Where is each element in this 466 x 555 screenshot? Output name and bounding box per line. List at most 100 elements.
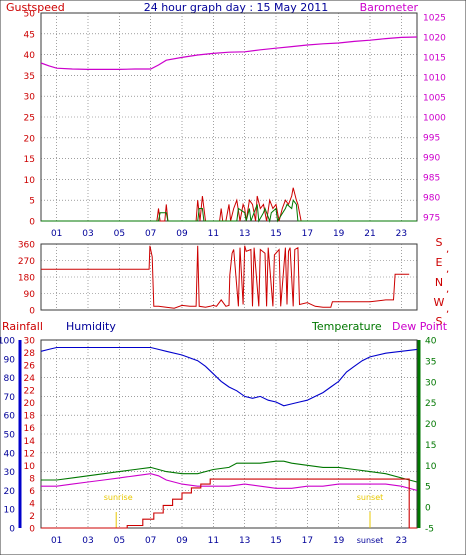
sun-markers: sunrise sunset [104,493,384,528]
barometer-tick-label-0: 975 [423,214,440,224]
humidity-tick-label-0: 0 [9,525,15,535]
humidity-temperature-x-axis: 01 03 05 07 09 11 13 15 17 19 sunset 23 [51,536,407,546]
rainfall-tick-label-9: 18 [24,412,36,422]
humidity-tick-label-5: 50 [4,431,16,441]
temperature-tick-label-3: 10 [425,462,437,472]
x-tick-label-9: 19 [333,229,345,239]
wind-direction-series [41,245,410,309]
temperature-tick-label-7: 30 [425,378,437,388]
x-tick-label-3: 07 [145,536,156,546]
x-tick-label-4: 09 [176,229,188,239]
x-tick-label-3: 07 [145,229,156,239]
barometer-tick-label-8: 1015 [423,54,446,64]
x-tick-label-7: 15 [270,536,281,546]
humidity-tick-label-3: 30 [4,468,16,478]
direction-degree-label-3: 270 [18,257,35,267]
compass-label-0: S [436,236,443,249]
gust-tick-label-2: 10 [24,176,36,186]
temperature-tick-label-4: 15 [425,441,436,451]
direction-degree-label-4: 360 [18,241,35,251]
dew-point-label: Dew Point [392,320,448,333]
humidity-tick-label-2: 20 [4,487,16,497]
series-wind-direction-line [41,245,410,309]
rainfall-tick-label-15: 30 [24,337,36,347]
barometer-tick-label-10: 1025 [423,14,446,24]
barometer-tick-label-2: 985 [423,174,440,184]
gustspeed-label: Gustspeed [6,1,65,14]
rainfall-tick-label-3: 6 [29,487,35,497]
sunset-label: sunset [357,493,384,502]
gust-tick-label-8: 40 [24,51,36,61]
rainfall-tick-label-1: 2 [29,512,35,522]
rainfall-tick-label-10: 20 [24,399,36,409]
graph-title: 24 hour graph day : 15 May 2011 [144,1,329,14]
rainfall-tick-label-14: 28 [24,349,36,359]
humidity-temperature-series [40,346,418,529]
rainfall-tick-label-13: 26 [24,362,36,372]
series-dew-point-line [41,473,418,491]
compass-label-2: N [435,276,443,289]
x-tick-label-2: 05 [114,536,125,546]
barometer-tick-label-3: 990 [423,154,440,164]
series-gust-line [41,187,417,222]
wind-pressure-series [40,36,418,223]
wind-pressure-x-axis: 01 03 05 07 09 11 13 15 17 19 21 23 [51,229,407,239]
temperature-tick-label-2: 5 [425,483,431,493]
gust-tick-label-1: 5 [29,197,35,207]
temperature-tick-label-9: 40 [425,337,437,347]
rainfall-tick-label-5: 10 [24,462,36,472]
rainfall-tick-label-11: 22 [24,387,35,397]
x-tick-label-11: 23 [396,536,407,546]
sunrise-label: sunrise [104,493,133,502]
x-tick-label-2: 05 [114,229,125,239]
x-tick-label-8: 17 [302,229,313,239]
humidity-axis: 0 10 20 30 40 50 60 70 80 90 100 [0,337,15,535]
compass-separator-0: , [446,244,449,255]
wind-direction-degree-axis: 0 90 180 270 360 [18,241,35,317]
x-tick-label-8: 17 [302,536,313,546]
barometer-tick-label-1: 980 [423,194,440,204]
x-tick-label-4: 09 [176,536,188,546]
x-tick-label-11: 23 [396,229,407,239]
x-tick-label-5: 11 [208,229,219,239]
temperature-tick-label-6: 25 [425,399,436,409]
gust-tick-label-9: 45 [24,30,35,40]
wind-direction-grid [41,244,417,310]
gust-tick-label-4: 20 [24,134,36,144]
x-tick-label-9: 19 [333,536,345,546]
rainfall-tick-label-12: 24 [24,374,36,384]
temperature-tick-label-5: 20 [425,420,437,430]
temperature-tick-label-0: -5 [425,525,434,535]
gust-tick-label-10: 50 [24,10,36,20]
rainfall-tick-label-8: 16 [24,424,36,434]
compass-label-4: S [436,315,443,328]
rainfall-tick-label-7: 14 [24,437,36,447]
temperature-tick-label-8: 35 [425,357,436,367]
humidity-label: Humidity [66,320,116,333]
x-tick-label-10: sunset [357,536,384,545]
temperature-label: Temperature [311,320,382,333]
humidity-tick-label-9: 90 [4,355,16,365]
x-tick-label-0: 01 [51,536,62,546]
compass-label-3: W [434,296,445,309]
x-tick-label-6: 13 [239,536,250,546]
gustspeed-axis: 0 5 10 15 20 25 30 35 40 45 50 [24,10,36,228]
x-tick-label-5: 11 [208,536,219,546]
series-humidity-line [40,346,418,407]
x-tick-label-7: 15 [270,229,281,239]
series-rainfall-line [41,478,417,529]
compass-label-1: E [436,256,443,269]
wind-direction-compass-axis: S,E,N,W,S [434,236,450,328]
barometer-tick-label-5: 1000 [423,114,446,124]
rainfall-label: Rainfall [2,320,43,333]
direction-degree-label-0: 0 [29,307,35,317]
x-tick-label-1: 03 [82,536,93,546]
humidity-tick-label-7: 70 [4,393,16,403]
barometer-tick-label-6: 1005 [423,94,446,104]
humidity-tick-label-8: 80 [4,374,16,384]
humidity-tick-label-1: 10 [4,506,16,516]
x-tick-label-6: 13 [239,229,250,239]
